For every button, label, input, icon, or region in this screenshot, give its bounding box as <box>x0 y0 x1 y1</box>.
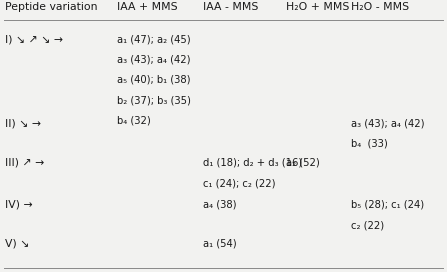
Text: b₂ (37); b₃ (35): b₂ (37); b₃ (35) <box>117 95 191 105</box>
Text: V) ↘: V) ↘ <box>5 238 30 248</box>
Text: a₁ (54): a₁ (54) <box>203 238 237 248</box>
Text: III) ↗ →: III) ↗ → <box>5 158 45 168</box>
Text: H₂O + MMS: H₂O + MMS <box>286 2 350 12</box>
Text: a₁ (47); a₂ (45): a₁ (47); a₂ (45) <box>117 34 191 44</box>
Text: II) ↘ →: II) ↘ → <box>5 118 42 128</box>
Text: IAA - MMS: IAA - MMS <box>203 2 259 12</box>
Text: IAA + MMS: IAA + MMS <box>117 2 178 12</box>
Text: b₄ (32): b₄ (32) <box>117 116 151 126</box>
Text: c₁ (24); c₂ (22): c₁ (24); c₂ (22) <box>203 178 276 188</box>
Text: a₅ (40); b₁ (38): a₅ (40); b₁ (38) <box>117 75 190 85</box>
Text: d₁ (18); d₂ + d₃ (16): d₁ (18); d₂ + d₃ (16) <box>203 158 303 168</box>
Text: I) ↘ ↗ ↘ →: I) ↘ ↗ ↘ → <box>5 34 63 44</box>
Text: a₃ (43); a₄ (42): a₃ (43); a₄ (42) <box>351 118 424 128</box>
Text: b₄  (33): b₄ (33) <box>351 139 388 149</box>
Text: b₅ (28); c₁ (24): b₅ (28); c₁ (24) <box>351 200 424 210</box>
Text: H₂O - MMS: H₂O - MMS <box>351 2 409 12</box>
Text: c₂ (22): c₂ (22) <box>351 220 384 230</box>
Text: a₃ (43); a₄ (42): a₃ (43); a₄ (42) <box>117 54 190 64</box>
Text: a₄ (38): a₄ (38) <box>203 200 237 210</box>
Text: a₂ (52): a₂ (52) <box>286 158 320 168</box>
Text: IV) →: IV) → <box>5 200 33 210</box>
Text: Peptide variation: Peptide variation <box>5 2 98 12</box>
